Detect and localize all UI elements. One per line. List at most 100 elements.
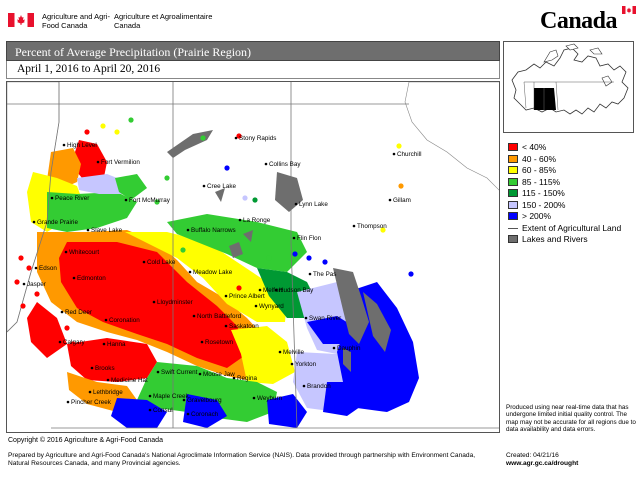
legend-swatch bbox=[508, 143, 518, 151]
city-marker bbox=[252, 396, 256, 400]
city-label: Edmonton bbox=[77, 275, 106, 282]
city-label: Medicine Hat bbox=[111, 377, 148, 384]
legend-item: 115 - 150% bbox=[508, 188, 636, 200]
legend-label: 40 - 60% bbox=[522, 153, 557, 164]
city-label: Calgary bbox=[63, 339, 86, 346]
legend-label: 115 - 150% bbox=[522, 188, 565, 198]
city-marker bbox=[186, 228, 190, 232]
precipitation-zones bbox=[27, 140, 419, 428]
city-label: Buffalo Narrows bbox=[191, 227, 236, 234]
city-marker bbox=[224, 324, 228, 328]
city-marker bbox=[238, 218, 242, 222]
map-svg: High Level Fort Vermilion Peace River Grand… bbox=[7, 82, 499, 432]
city-label: Cree Lake bbox=[207, 183, 237, 190]
city-marker bbox=[234, 136, 238, 140]
city-marker bbox=[182, 398, 186, 402]
legend-item: Lakes and Rivers bbox=[508, 234, 636, 246]
header: Agriculture and Agri-Food Canada Agricul… bbox=[0, 0, 640, 40]
legend-item: Extent of Agricultural Land bbox=[508, 223, 636, 235]
city-label: Churchill bbox=[397, 151, 422, 158]
canada-locator-map bbox=[503, 41, 634, 133]
city-marker bbox=[192, 314, 196, 318]
city-label: Lynn Lake bbox=[299, 201, 328, 208]
city-marker bbox=[32, 220, 36, 224]
city-label: Swift Current bbox=[161, 369, 198, 376]
station-dots bbox=[14, 117, 414, 347]
city-marker bbox=[142, 260, 146, 264]
city-label: Lloydminster bbox=[157, 299, 193, 306]
legend-swatch bbox=[508, 189, 518, 197]
city-marker bbox=[292, 236, 296, 240]
city-label: Lethbridge bbox=[93, 389, 123, 396]
department-name-english: Agriculture and Agri-Food Canada bbox=[42, 12, 110, 30]
city-label: Collins Bay bbox=[269, 161, 301, 168]
legend-item: 150 - 200% bbox=[508, 200, 636, 212]
legend-label: > 200% bbox=[522, 211, 552, 221]
wordmark-text: Canada bbox=[540, 8, 618, 34]
city-marker bbox=[294, 202, 298, 206]
precipitation-map: High Level Fort Vermilion Peace River Grand… bbox=[6, 81, 500, 433]
legend-item: > 200% bbox=[508, 211, 636, 223]
city-marker bbox=[148, 394, 152, 398]
city-marker bbox=[34, 266, 38, 270]
city-label: Melfort bbox=[263, 287, 282, 294]
city-label: Edson bbox=[39, 265, 57, 272]
city-marker bbox=[264, 162, 268, 166]
city-marker bbox=[148, 408, 152, 412]
city-label: Whitecourt bbox=[69, 249, 99, 256]
city-label: High Level bbox=[67, 142, 97, 149]
city-marker bbox=[254, 304, 258, 308]
city-label: Brandon bbox=[307, 383, 331, 390]
legend-swatch bbox=[508, 200, 518, 209]
city-label: Grande Prairie bbox=[37, 219, 78, 226]
date-range: April 1, 2016 to April 20, 2016 bbox=[17, 63, 161, 75]
city-marker bbox=[186, 412, 190, 416]
city-label: The Pas bbox=[313, 271, 336, 278]
city-label: Hanna bbox=[107, 341, 126, 348]
city-label: Maple Creek bbox=[153, 393, 190, 400]
city-marker bbox=[202, 184, 206, 188]
legend-item: < 40% bbox=[508, 142, 636, 154]
canada-wordmark: Canada bbox=[540, 6, 636, 36]
legend-label: 85 - 115% bbox=[522, 176, 561, 187]
map-title: Percent of Average Precipitation (Prairi… bbox=[15, 45, 252, 59]
city-marker bbox=[392, 152, 396, 156]
city-markers: High Level Fort Vermilion Peace River Grand… bbox=[22, 135, 422, 418]
map-title-bar: Percent of Average Precipitation (Prairi… bbox=[6, 41, 500, 61]
city-label: Rosetown bbox=[205, 339, 233, 346]
city-marker bbox=[58, 340, 62, 344]
prepared-by-note: Prepared by Agriculture and Agri-Food Ca… bbox=[8, 452, 476, 467]
city-label: Weyburn bbox=[257, 395, 283, 402]
city-marker bbox=[62, 143, 66, 147]
city-label: Gravelbourg bbox=[187, 397, 222, 404]
date-range-bar: April 1, 2016 to April 20, 2016 bbox=[6, 61, 500, 79]
provincial-boundaries bbox=[7, 82, 499, 429]
legend-swatch bbox=[508, 154, 518, 163]
map-legend: < 40% 40 - 60% 60 - 85% 85 - 115% 115 - 150%… bbox=[508, 142, 636, 246]
city-marker bbox=[102, 342, 106, 346]
wordmark-flag-icon bbox=[622, 6, 636, 14]
prairie-region-highlight bbox=[534, 88, 556, 110]
city-marker bbox=[388, 198, 392, 202]
city-label: Slave Lake bbox=[91, 227, 123, 234]
legend-swatch bbox=[508, 166, 518, 174]
city-label: Meadow Lake bbox=[193, 269, 233, 276]
copyright-notice: Copyright © 2016 Agriculture & Agri-Food… bbox=[8, 437, 163, 444]
city-label: Brooks bbox=[95, 365, 115, 372]
city-marker bbox=[50, 196, 54, 200]
city-marker bbox=[106, 378, 110, 382]
city-label: Coronach bbox=[191, 411, 219, 418]
legend-label: Lakes and Rivers bbox=[522, 234, 588, 244]
city-label: Regina bbox=[237, 375, 257, 382]
source-url: www.agr.gc.ca/drought bbox=[506, 460, 579, 467]
department-name-french: Agriculture et Agroalimentaire Canada bbox=[114, 12, 213, 30]
legend-swatch bbox=[508, 212, 518, 220]
city-marker bbox=[232, 376, 236, 380]
city-marker bbox=[64, 250, 68, 254]
city-label: Swan River bbox=[309, 315, 341, 322]
city-label: Moose Jaw bbox=[203, 371, 235, 378]
created-info: Created: 04/21/16 www.agr.gc.ca/drought bbox=[506, 452, 578, 468]
city-label: Stony Rapids bbox=[239, 135, 276, 142]
city-label: Hudson Bay bbox=[279, 287, 314, 294]
city-marker bbox=[86, 228, 90, 232]
